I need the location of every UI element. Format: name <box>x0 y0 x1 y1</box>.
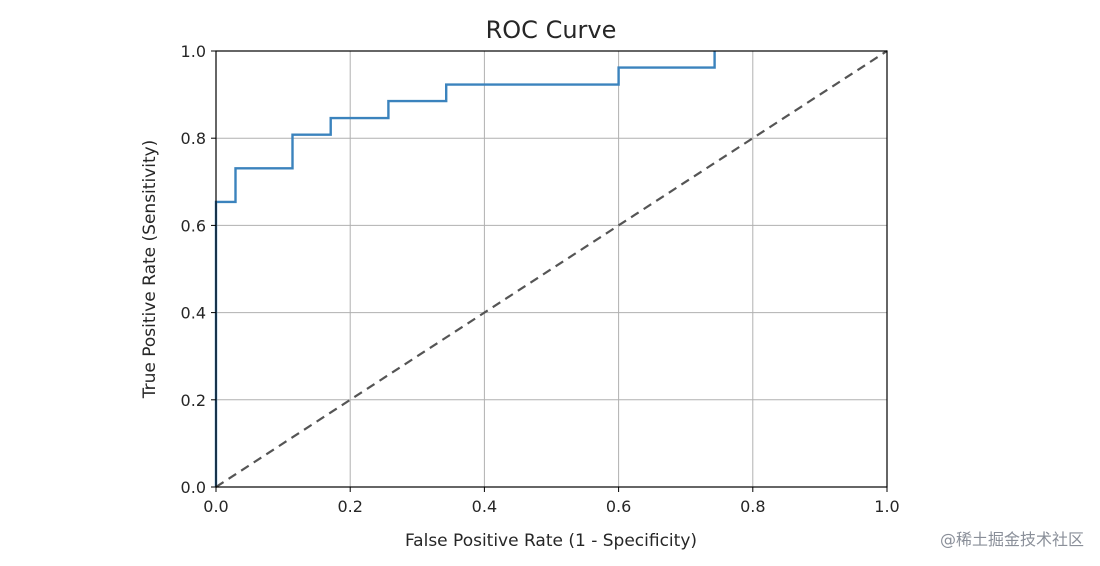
x-tick-label: 0.2 <box>337 497 362 516</box>
x-tick-label: 0.4 <box>472 497 497 516</box>
y-tick-label: 0.6 <box>181 216 206 235</box>
roc-curve-line <box>214 51 716 487</box>
y-tick-label: 0.2 <box>181 391 206 410</box>
x-axis-label: False Positive Rate (1 - Specificity) <box>405 531 697 551</box>
y-tick-label: 0.8 <box>181 129 206 148</box>
y-tick-label: 0.0 <box>181 478 206 497</box>
y-tick-label: 0.4 <box>181 304 206 323</box>
chart-title: ROC Curve <box>486 16 617 44</box>
x-tick-label: 0.6 <box>606 497 631 516</box>
x-tick-label: 0.8 <box>740 497 765 516</box>
x-tick-label: 0.0 <box>203 497 228 516</box>
y-tick-label: 1.0 <box>181 42 206 61</box>
x-tick-label: 1.0 <box>874 497 899 516</box>
watermark: @稀土掘金技术社区 <box>940 530 1084 549</box>
tick-group: 0.0 0.2 0.4 0.6 0.8 1.0 0.0 0.2 0.4 0.6 0.8 1.0 <box>181 42 900 516</box>
chance-diagonal-line <box>215 50 888 488</box>
plot-frame <box>215 50 888 488</box>
y-axis-label: True Positive Rate (Sensitivity) <box>140 140 160 400</box>
series-group <box>214 50 888 488</box>
